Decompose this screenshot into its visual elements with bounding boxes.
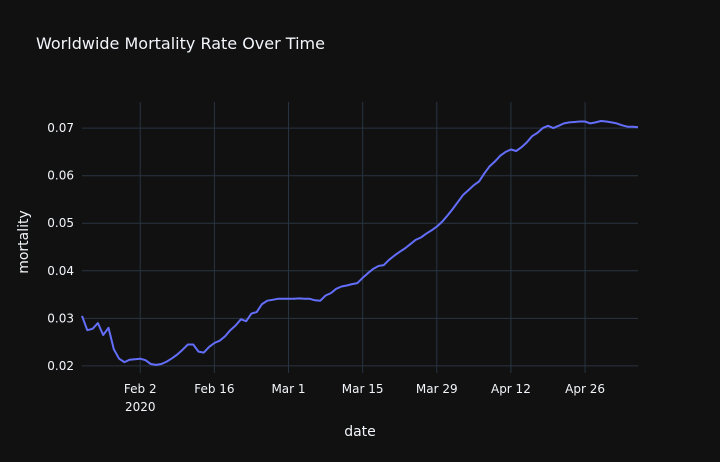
- x-tick-label: Mar 15: [342, 382, 384, 396]
- x-tick-label: Apr 12: [491, 382, 531, 396]
- tick-layer: 0.02 0.03 0.04 0.05 0.06 0.07 Feb 2 2020 Feb 16 M…: [47, 121, 605, 414]
- x-tick-label: Mar 1: [271, 382, 305, 396]
- y-tick-label: 0.04: [47, 264, 74, 278]
- y-tick-label: 0.06: [47, 169, 74, 183]
- x-tick-sublabel: 2020: [125, 400, 156, 414]
- x-tick-label: Feb 2: [124, 382, 157, 396]
- y-tick-label: 0.05: [47, 216, 74, 230]
- chart-title: Worldwide Mortality Rate Over Time: [36, 34, 325, 53]
- y-axis-label: mortality: [16, 210, 32, 274]
- grid-layer: [82, 102, 638, 373]
- y-tick-label: 0.03: [47, 311, 74, 325]
- mortality-series-line: [81, 120, 639, 366]
- x-tick-label: Feb 16: [194, 382, 234, 396]
- x-axis-label: date: [344, 424, 376, 440]
- y-tick-label: 0.07: [47, 121, 74, 135]
- y-tick-label: 0.02: [47, 359, 74, 373]
- x-tick-label: Apr 26: [565, 382, 605, 396]
- x-tick-label: Mar 29: [416, 382, 458, 396]
- line-layer: [81, 120, 639, 366]
